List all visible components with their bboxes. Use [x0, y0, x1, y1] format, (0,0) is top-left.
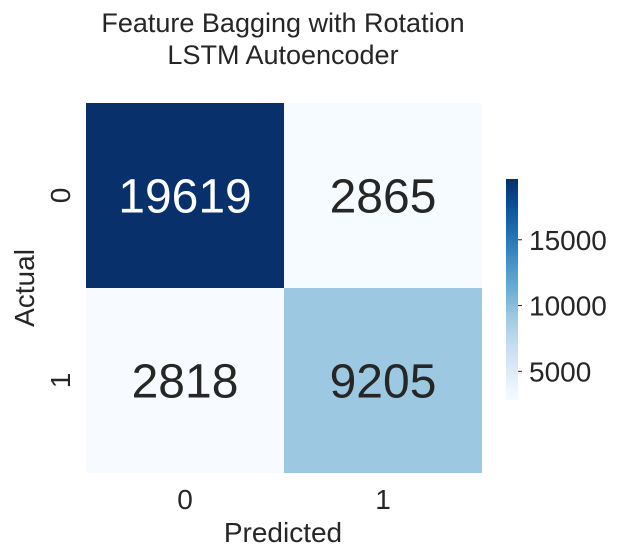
heatmap-cell [284, 288, 482, 473]
colorbar-tick-label: 5000 [529, 356, 591, 387]
cell-value-label: 2865 [330, 171, 437, 224]
chart-title-line-1: Feature Bagging with Rotation [101, 8, 464, 38]
y-axis-label: Actual [9, 249, 40, 327]
cell-value-label: 9205 [330, 356, 437, 409]
heatmap-cell [284, 103, 482, 288]
chart-title-line-2: LSTM Autoencoder [167, 40, 398, 70]
heatmap-cell [86, 288, 284, 473]
y-tick-label: 1 [45, 373, 76, 389]
y-tick-labels: 01 [45, 188, 76, 389]
x-tick-label: 1 [375, 484, 391, 515]
heatmap-cell [86, 103, 284, 288]
x-tick-label: 0 [177, 484, 193, 515]
y-tick-label: 0 [45, 188, 76, 204]
colorbar-tick-label: 15000 [529, 225, 607, 256]
x-axis-label: Predicted [224, 517, 342, 548]
colorbar [506, 179, 518, 400]
cell-value-label: 2818 [132, 356, 239, 409]
colorbar-ticks: 5000 10000 15000 [518, 225, 607, 387]
heatmap-cells: 19619 2865 2818 9205 [86, 103, 482, 473]
cell-value-label: 19619 [118, 171, 251, 224]
colorbar-tick-label: 10000 [529, 291, 607, 322]
